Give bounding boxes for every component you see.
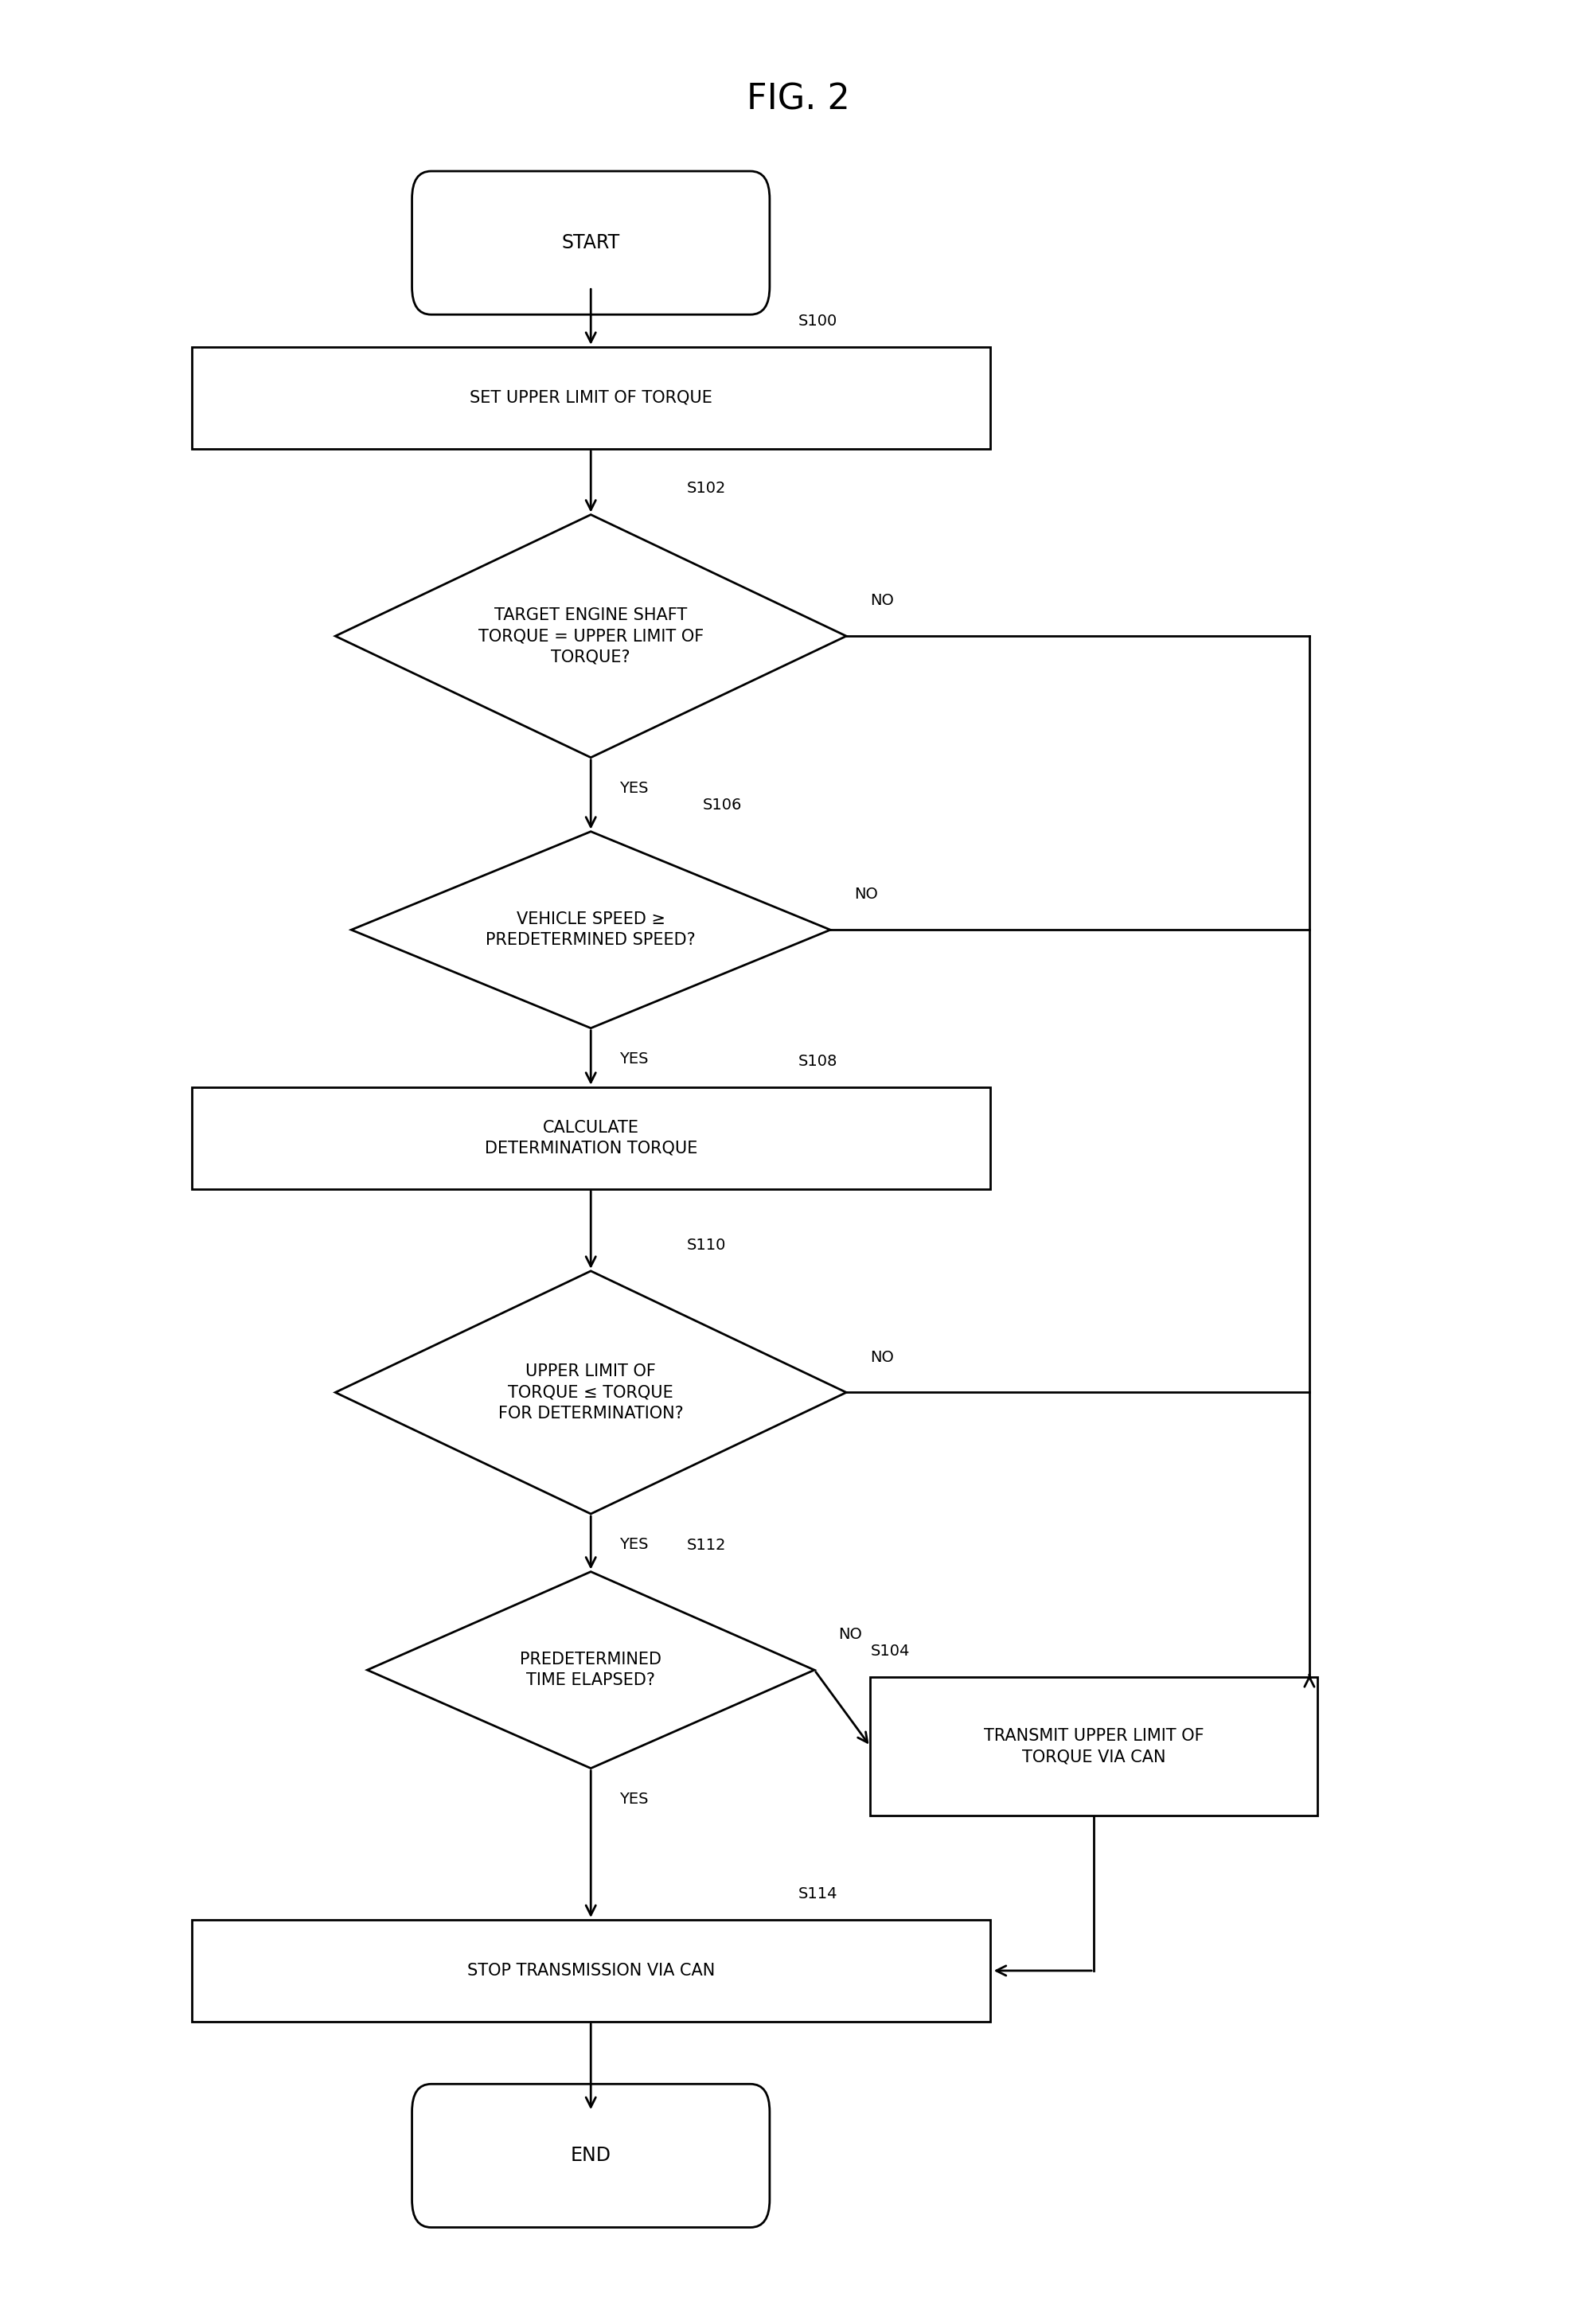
Text: NO: NO	[870, 1348, 894, 1365]
Text: FIG. 2: FIG. 2	[747, 83, 849, 116]
Text: PREDETERMINED
TIME ELAPSED?: PREDETERMINED TIME ELAPSED?	[520, 1651, 661, 1688]
Text: YES: YES	[619, 1050, 648, 1066]
Bar	[192, 347, 990, 449]
Text: TRANSMIT UPPER LIMIT OF
TORQUE VIA CAN: TRANSMIT UPPER LIMIT OF TORQUE VIA CAN	[983, 1728, 1203, 1765]
Text: CALCULATE
DETERMINATION TORQUE: CALCULATE DETERMINATION TORQUE	[484, 1119, 697, 1156]
Polygon shape	[367, 1573, 814, 1767]
Text: NO: NO	[838, 1626, 862, 1642]
Text: STOP TRANSMISSION VIA CAN: STOP TRANSMISSION VIA CAN	[466, 1964, 715, 1978]
Polygon shape	[335, 516, 846, 759]
Bar	[870, 1677, 1317, 1816]
Text: END: END	[570, 2146, 611, 2165]
Text: S110: S110	[686, 1237, 726, 1254]
Text: S112: S112	[686, 1538, 726, 1554]
Text: S100: S100	[798, 312, 838, 328]
Polygon shape	[351, 833, 830, 1027]
Text: S108: S108	[798, 1052, 838, 1069]
Text: VEHICLE SPEED ≥
PREDETERMINED SPEED?: VEHICLE SPEED ≥ PREDETERMINED SPEED?	[485, 911, 696, 948]
Text: YES: YES	[619, 782, 648, 796]
Text: NO: NO	[870, 592, 894, 608]
Text: S102: S102	[686, 481, 726, 497]
Text: YES: YES	[619, 1536, 648, 1552]
Text: S104: S104	[870, 1642, 910, 1658]
Text: SET UPPER LIMIT OF TORQUE: SET UPPER LIMIT OF TORQUE	[469, 391, 712, 405]
Text: TARGET ENGINE SHAFT
TORQUE = UPPER LIMIT OF
TORQUE?: TARGET ENGINE SHAFT TORQUE = UPPER LIMIT…	[477, 606, 704, 666]
Text: YES: YES	[619, 1790, 648, 1806]
Text: S106: S106	[702, 798, 742, 814]
Text: NO: NO	[854, 886, 878, 902]
Polygon shape	[335, 1272, 846, 1513]
Bar	[192, 1087, 990, 1189]
Text: UPPER LIMIT OF
TORQUE ≤ TORQUE
FOR DETERMINATION?: UPPER LIMIT OF TORQUE ≤ TORQUE FOR DETER…	[498, 1362, 683, 1422]
Bar	[192, 1920, 990, 2022]
FancyBboxPatch shape	[412, 2084, 769, 2227]
Text: START: START	[562, 234, 619, 252]
FancyBboxPatch shape	[412, 171, 769, 315]
Text: S114: S114	[798, 1885, 838, 1901]
